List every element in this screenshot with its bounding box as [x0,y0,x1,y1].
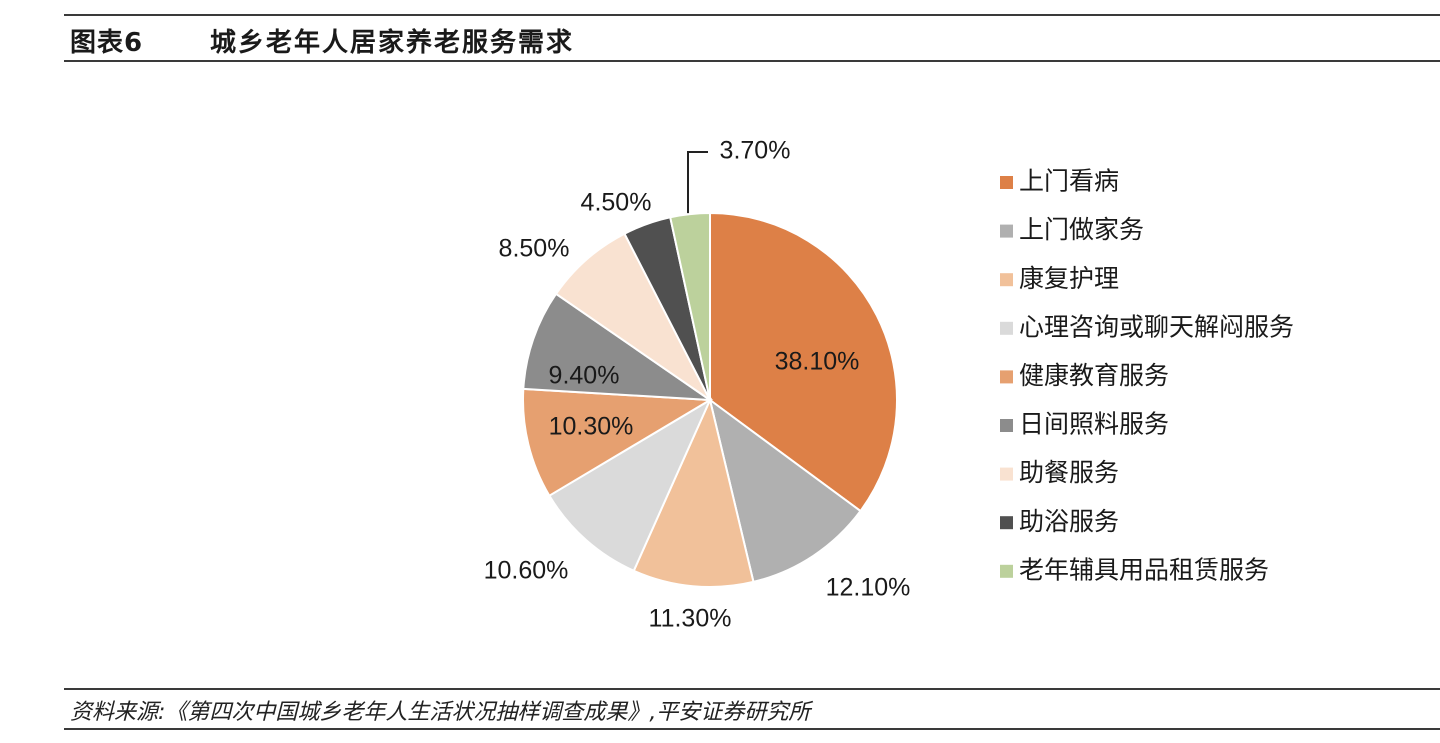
pie-slice-1 [709,211,898,513]
legend: 上门看病上门做家务康复护理心理咨询或聊天解闷服务健康教育服务日间照料服务助餐服务… [1000,168,1294,584]
legend-label-7: 助餐服务 [1019,459,1119,487]
pie-chart: 38.10% 12.10% 11.30% 10.60% 10.30% 9.40% 8.50%… [484,137,1294,633]
leader-line [687,151,708,214]
legend-swatch-7 [1000,467,1013,481]
data-label-6: 9.40% [549,362,620,390]
pie-chart-area: 38.10% 12.10% 11.30% 10.60% 10.30% 9.40% 8.50%… [0,62,1440,686]
data-label-4: 10.60% [484,557,569,585]
legend-swatch-3 [1000,273,1013,287]
legend-swatch-1 [1000,176,1013,189]
data-label-8: 4.50% [581,189,652,217]
legend-swatch-6 [1000,419,1013,432]
footer-bottom-rule [64,728,1440,730]
chart-title: 城乡老年人居家养老服务需求 [210,28,575,58]
data-label-1: 38.10% [775,348,860,376]
pie-slice-5 [522,387,714,498]
pie-slices [522,211,898,588]
legend-label-9: 老年辅具用品租赁服务 [1019,556,1269,584]
pie-slice-4 [547,397,713,573]
pie-slice-6 [522,292,714,402]
header-bottom-rule [64,60,1440,62]
legend-label-3: 康复护理 [1019,265,1119,293]
legend-swatch-4 [1000,321,1013,335]
legend-swatch-9 [1000,564,1013,578]
footer-top-rule [64,688,1440,690]
data-label-2: 12.10% [826,574,911,602]
data-label-7: 8.50% [499,235,570,263]
legend-label-2: 上门做家务 [1019,216,1144,244]
figure-label: 图表6 [70,28,144,58]
pie-slice-9 [669,211,711,401]
legend-swatch-2 [1000,224,1013,238]
source-note: 资料来源:《第四次中国城乡老年人生活状况抽样调查成果》,平安证券研究所 [70,700,811,725]
legend-label-8: 助浴服务 [1019,508,1119,536]
legend-label-4: 心理咨询或聊天解闷服务 [1019,313,1294,341]
data-label-9: 3.70% [720,137,791,165]
data-label-3: 11.30% [649,605,732,633]
legend-label-5: 健康教育服务 [1019,362,1169,390]
pie-slice-7 [554,232,711,401]
legend-label-6: 日间照料服务 [1019,411,1169,439]
pie-slice-2 [708,397,862,584]
data-labels: 38.10% 12.10% 11.30% 10.60% 10.30% 9.40% 8.50%… [484,137,911,633]
legend-label-1: 上门看病 [1019,168,1119,196]
data-label-5: 10.30% [549,413,634,441]
figure-footer: 资料来源:《第四次中国城乡老年人生活状况抽样调查成果》,平安证券研究所 [64,686,1440,743]
legend-swatch-8 [1000,516,1013,530]
figure-header: 图表6 城乡老年人居家养老服务需求 [64,0,1440,62]
pie-slice-3 [632,396,755,588]
legend-swatch-5 [1000,370,1013,384]
header-top-rule [64,14,1440,16]
